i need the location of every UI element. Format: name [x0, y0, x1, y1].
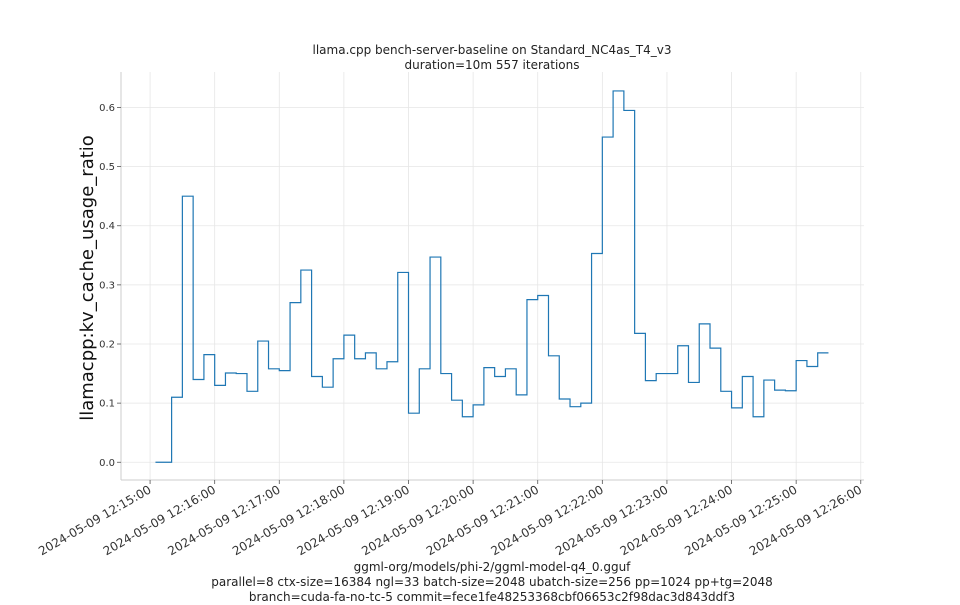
x-tick-label-5: 2024-05-09 12:20:00 [359, 482, 476, 558]
x-tick-label-1: 2024-05-09 12:16:00 [101, 482, 218, 558]
series-line-0 [155, 90, 829, 463]
x-tick-label-3: 2024-05-09 12:18:00 [230, 482, 347, 558]
y-tick-label-3: 0.3 [99, 280, 115, 291]
y-tick-label-2: 0.2 [99, 340, 115, 351]
y-tick-label-1: 0.1 [99, 399, 115, 410]
y-tick-label-6: 0.6 [99, 103, 115, 114]
x-tick-label-11: 2024-05-09 12:26:00 [747, 482, 864, 558]
x-axis-label-line-1: ggml-org/models/phi-2/ggml-model-q4_0.gg… [353, 560, 631, 574]
chart-subtitle: duration=10m 557 iterations [404, 58, 580, 72]
y-tick-label-5: 0.5 [99, 162, 115, 173]
x-tick-label-8: 2024-05-09 12:23:00 [553, 482, 670, 558]
x-tick-label-0: 2024-05-09 12:15:00 [36, 482, 153, 558]
x-tick-label-7: 2024-05-09 12:22:00 [488, 482, 605, 558]
y-tick-label-4: 0.4 [99, 221, 115, 232]
chart-title: llama.cpp bench-server-baseline on Stand… [312, 43, 672, 57]
x-axis-label-line-2: parallel=8 ctx-size=16384 ngl=33 batch-s… [211, 575, 773, 589]
x-tick-label-2: 2024-05-09 12:17:00 [165, 482, 282, 558]
x-axis-label-line-3: branch=cuda-fa-no-tc-5 commit=fece1fe482… [248, 590, 736, 604]
x-tick-label-10: 2024-05-09 12:25:00 [682, 482, 799, 558]
x-tick-label-9: 2024-05-09 12:24:00 [618, 482, 735, 558]
x-tick-label-4: 2024-05-09 12:19:00 [295, 482, 412, 558]
y-axis-label: llamacpp:kv_cache_usage_ratio [77, 135, 98, 421]
x-tick-label-6: 2024-05-09 12:21:00 [424, 482, 541, 558]
y-tick-label-0: 0.0 [99, 458, 115, 469]
